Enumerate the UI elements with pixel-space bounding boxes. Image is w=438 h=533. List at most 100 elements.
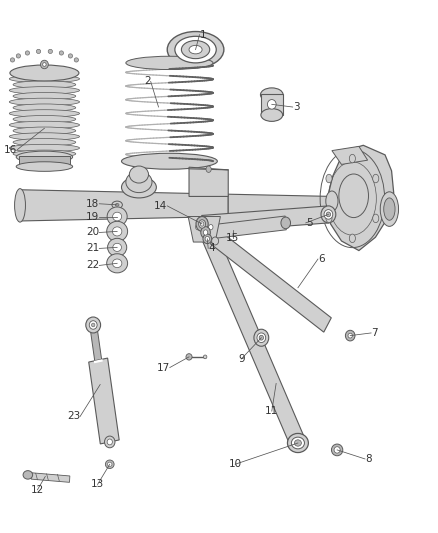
Text: 13: 13 [91,480,104,489]
Ellipse shape [13,139,76,146]
Ellipse shape [203,230,208,235]
Ellipse shape [9,75,80,83]
Ellipse shape [287,433,308,453]
Ellipse shape [121,154,217,169]
Text: 20: 20 [86,228,99,238]
Ellipse shape [107,221,127,241]
Text: 8: 8 [365,454,371,464]
Ellipse shape [59,51,64,55]
Ellipse shape [259,335,264,340]
Polygon shape [211,230,331,332]
Ellipse shape [261,88,283,102]
Ellipse shape [106,460,114,469]
Text: 9: 9 [238,354,244,364]
Text: 1: 1 [199,30,206,40]
Ellipse shape [16,162,73,171]
Ellipse shape [268,100,276,109]
Ellipse shape [113,227,122,236]
Ellipse shape [254,329,269,346]
Ellipse shape [13,127,76,134]
Ellipse shape [346,330,355,341]
Ellipse shape [339,174,368,217]
Ellipse shape [68,54,73,58]
Ellipse shape [321,206,336,223]
Ellipse shape [196,216,208,231]
Text: 12: 12 [31,485,44,495]
Ellipse shape [200,222,204,226]
Polygon shape [89,358,119,444]
Ellipse shape [281,217,290,229]
Ellipse shape [48,49,53,53]
Polygon shape [19,190,228,221]
Ellipse shape [261,109,283,122]
Ellipse shape [384,198,395,220]
Ellipse shape [208,224,213,230]
Ellipse shape [9,144,80,152]
Polygon shape [188,216,220,242]
Ellipse shape [126,171,152,192]
Ellipse shape [16,151,73,163]
Ellipse shape [92,323,95,327]
Ellipse shape [186,354,192,360]
Text: 2: 2 [144,77,151,86]
Ellipse shape [350,155,355,163]
Ellipse shape [195,224,200,230]
Ellipse shape [112,201,122,208]
Ellipse shape [203,234,212,244]
Ellipse shape [189,45,202,54]
Text: 21: 21 [86,244,99,253]
Ellipse shape [9,110,80,117]
Ellipse shape [326,212,331,217]
Ellipse shape [107,254,127,273]
Ellipse shape [175,36,216,63]
Text: 19: 19 [86,212,99,222]
Text: 5: 5 [306,218,312,228]
Ellipse shape [212,237,219,245]
Ellipse shape [9,98,80,106]
Ellipse shape [203,355,207,359]
Ellipse shape [326,174,332,183]
Ellipse shape [13,81,76,88]
Ellipse shape [198,220,205,228]
Ellipse shape [13,104,76,111]
Ellipse shape [13,150,76,158]
Ellipse shape [42,62,46,66]
Ellipse shape [11,58,14,62]
Ellipse shape [105,436,115,448]
Ellipse shape [9,133,80,140]
Text: 7: 7 [371,328,378,338]
Polygon shape [189,167,228,197]
Ellipse shape [9,87,80,94]
Ellipse shape [25,51,30,55]
Text: 6: 6 [318,254,325,264]
Ellipse shape [107,439,113,445]
Text: 4: 4 [208,244,215,253]
Ellipse shape [181,41,210,59]
Ellipse shape [326,214,332,223]
Ellipse shape [107,207,127,226]
Ellipse shape [205,237,209,241]
Ellipse shape [291,437,304,449]
Ellipse shape [115,204,119,206]
Ellipse shape [326,191,338,211]
Ellipse shape [10,65,79,81]
Polygon shape [328,146,394,251]
Ellipse shape [9,121,80,128]
Text: 14: 14 [154,201,167,211]
Ellipse shape [334,447,340,453]
Ellipse shape [206,166,211,172]
Ellipse shape [23,471,33,479]
Text: 18: 18 [86,199,99,209]
Ellipse shape [126,56,213,69]
Polygon shape [201,206,329,232]
Ellipse shape [113,212,122,221]
Text: 17: 17 [157,362,170,373]
Polygon shape [90,324,102,367]
Ellipse shape [129,166,148,183]
Ellipse shape [324,209,333,219]
Ellipse shape [16,54,21,58]
Text: 3: 3 [293,102,299,112]
Ellipse shape [257,333,266,343]
Text: 22: 22 [86,261,99,270]
Ellipse shape [373,214,379,223]
